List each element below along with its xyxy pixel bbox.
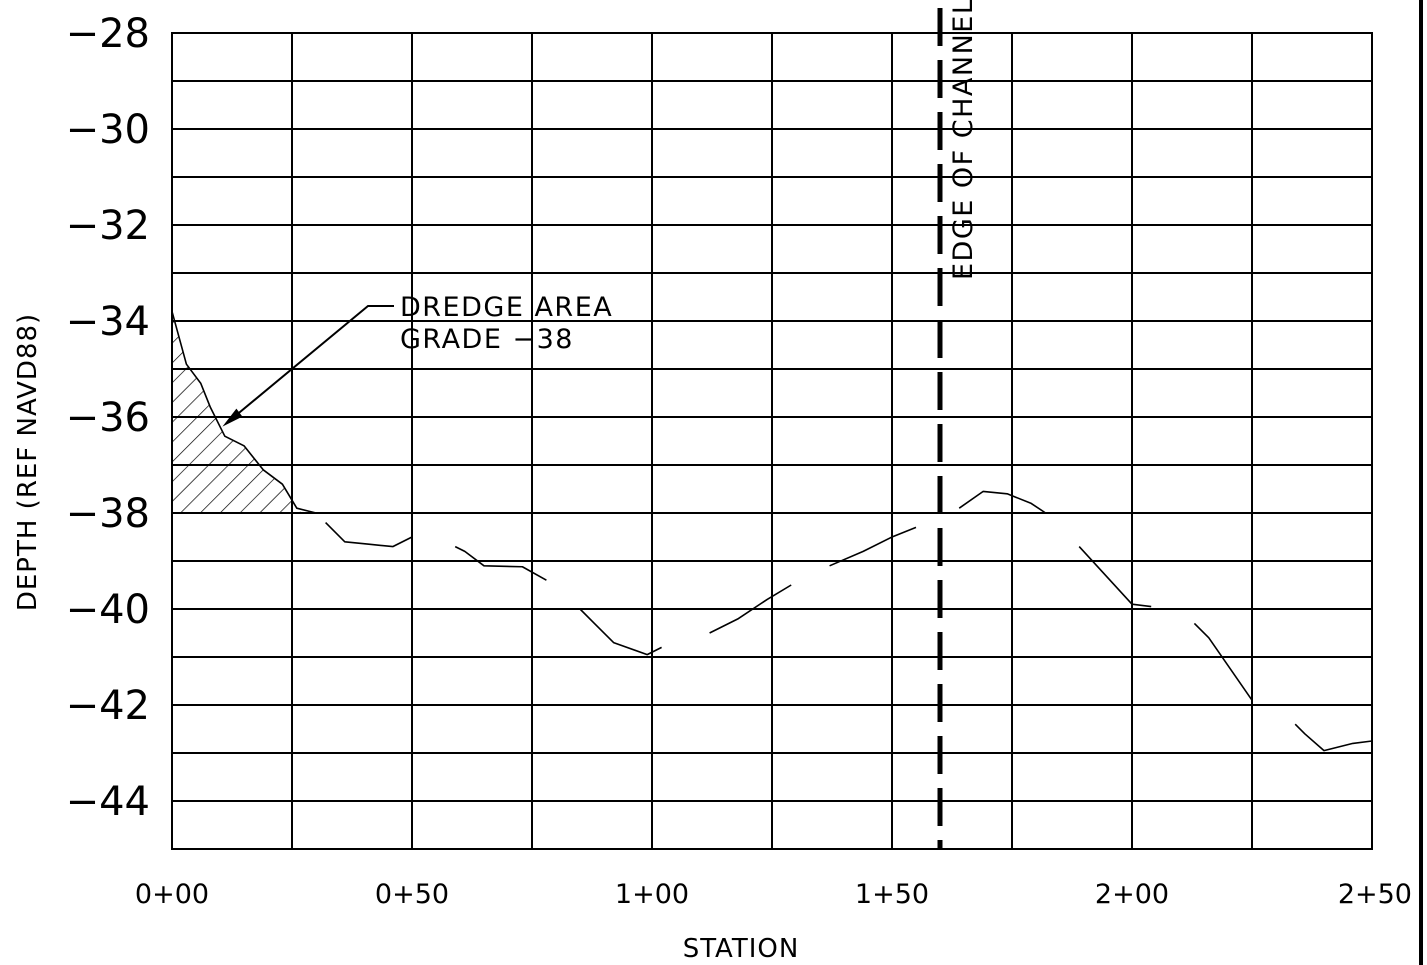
x-tick-label: 2+00 xyxy=(1095,879,1169,910)
y-tick-label: −40 xyxy=(66,587,150,633)
dredge-leader-line xyxy=(227,305,394,423)
x-tick-label: 1+50 xyxy=(855,879,929,910)
x-axis-ticks: 0+00 0+50 1+00 1+50 2+00 2+50 xyxy=(135,879,1412,910)
profile-segment xyxy=(579,608,662,656)
y-tick-label: −34 xyxy=(66,299,150,345)
x-tick-label: 0+50 xyxy=(375,879,449,910)
profile-segment xyxy=(958,490,1047,514)
profile-segment xyxy=(709,584,792,634)
bottom-profile-line xyxy=(171,311,1373,752)
y-tick-label: −30 xyxy=(66,107,150,153)
profile-segment xyxy=(1078,546,1152,608)
profile-segment xyxy=(171,311,317,514)
dredge-area-hatch xyxy=(172,311,302,513)
y-tick-label: −28 xyxy=(66,11,150,57)
y-axis-ticks: −28 −30 −32 −34 −36 −38 −40 −42 −44 xyxy=(66,11,150,825)
y-tick-label: −36 xyxy=(66,395,150,441)
plot-grid xyxy=(171,32,1373,850)
profile-segment xyxy=(1193,622,1253,701)
dredge-arrow-head xyxy=(222,408,243,427)
profile-segment xyxy=(1294,723,1373,752)
profile-segment xyxy=(454,545,547,581)
y-tick-label: −38 xyxy=(66,491,150,537)
dredge-area-region xyxy=(172,311,302,513)
y-tick-label: −32 xyxy=(66,203,150,249)
profile-segment xyxy=(325,522,413,548)
x-axis-label: STATION xyxy=(683,934,800,964)
dredge-area-label-line2: GRADE −38 xyxy=(400,324,574,355)
x-tick-label: 1+00 xyxy=(615,879,689,910)
y-tick-label: −42 xyxy=(66,683,150,729)
dredge-area-label-line1: DREDGE AREA xyxy=(400,292,613,323)
y-tick-label: −44 xyxy=(66,779,150,825)
profile-segment xyxy=(829,526,917,567)
y-axis-label: DEPTH (REF NAVD88) xyxy=(13,313,43,611)
edge-of-channel-label: EDGE OF CHANNEL xyxy=(948,0,979,280)
x-tick-label: 2+50 xyxy=(1338,879,1412,910)
x-tick-label: 0+00 xyxy=(135,879,209,910)
annotations: DREDGE AREA GRADE −38 EDGE OF CHANNEL xyxy=(222,0,979,427)
